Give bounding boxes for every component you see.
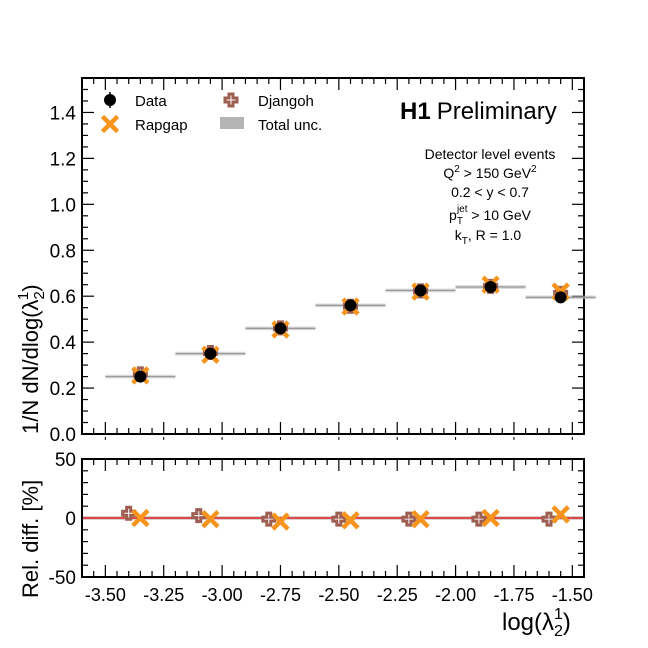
cuts-line-2: Q2 > 150 GeV2	[443, 164, 537, 181]
main-ytick-label: 0.8	[50, 241, 76, 262]
main-ytick-label: 0.2	[50, 379, 76, 400]
xtick-label: -2.50	[318, 585, 359, 605]
main-ytick-label: 1.2	[50, 149, 76, 170]
cuts-text: Detector level events Q2 > 150 GeV2 0.2 …	[425, 146, 556, 247]
ratio-rapgap-point	[341, 511, 360, 530]
xtick-label: -1.50	[552, 585, 593, 605]
data-point	[204, 347, 217, 360]
xtick-label: -2.00	[435, 585, 476, 605]
ratio-ytick-label: 50	[55, 450, 76, 471]
data-point	[414, 284, 427, 297]
ratio-djangoh-point	[401, 511, 417, 527]
ratio-ytick-labels: -50 0 50	[49, 450, 76, 589]
ratio-axis-ticks	[81, 458, 585, 578]
ratio-djangoh-point	[261, 511, 277, 527]
ratio-ytick-label: -50	[49, 568, 76, 589]
ratio-markers	[121, 505, 570, 531]
ratio-djangoh-point	[331, 511, 347, 527]
main-ytick-label: 0.4	[50, 333, 77, 354]
legend-data-marker	[104, 92, 116, 108]
cuts-line-1: Detector level events	[425, 146, 556, 162]
ratio-djangoh-point	[541, 511, 557, 527]
xtick-label: -3.25	[143, 585, 184, 605]
data-point	[274, 322, 287, 335]
ratio-rapgap-point	[551, 505, 570, 524]
ratio-djangoh-point	[191, 508, 207, 524]
ratio-rapgap-point	[481, 508, 500, 528]
main-markers	[131, 275, 570, 385]
data-point	[484, 281, 497, 294]
main-ytick-label: 0.0	[50, 425, 76, 446]
ratio-ylabel: Rel. diff. [%]	[18, 480, 43, 598]
legend-unc-label: Total unc.	[258, 117, 322, 134]
ratio-rapgap-point	[201, 509, 220, 529]
cuts-line-5: kT, R = 1.0	[455, 227, 522, 247]
data-point	[344, 299, 357, 312]
data-point	[554, 291, 567, 304]
ratio-djangoh-point	[121, 505, 137, 521]
legend-djangoh-marker	[223, 92, 239, 108]
ratio-rapgap-point	[411, 509, 430, 529]
legend-djangoh-label: Djangoh	[258, 93, 314, 110]
main-ylabel: 1/N dN/dlog(λ21)	[15, 284, 48, 434]
legend-rapgap-label: Rapgap	[135, 117, 188, 134]
data-point	[134, 370, 147, 383]
cuts-line-4: pTjet > 10 GeV	[449, 204, 532, 227]
main-ytick-label: 1.4	[50, 103, 77, 124]
legend: Data Rapgap Djangoh Total unc.	[100, 92, 322, 134]
xtick-label: -1.75	[493, 585, 534, 605]
xtick-label: -3.50	[85, 585, 126, 605]
main-ytick-label: 0.6	[50, 287, 76, 308]
ratio-rapgap-point	[131, 508, 150, 528]
main-axis-ticks	[81, 77, 585, 440]
xtick-label: -2.25	[377, 585, 418, 605]
main-panel-frame	[81, 77, 585, 435]
xtick-label: -2.75	[260, 585, 301, 605]
main-ytick-labels: 0.0 0.2 0.4 0.6 0.8 1.0 1.2 1.4	[50, 103, 77, 446]
ratio-djangoh-point	[471, 511, 487, 527]
ratio-rapgap-point	[271, 512, 290, 531]
xtick-label: -3.00	[202, 585, 243, 605]
ratio-ytick-label: 0	[65, 509, 76, 530]
xtick-labels: -3.50 -3.25 -3.00 -2.75 -2.50 -2.25 -2.00 -1.75…	[85, 585, 593, 605]
legend-rapgap-marker	[100, 114, 120, 134]
legend-unc-swatch	[220, 117, 244, 129]
cuts-line-3: 0.2 < y < 0.7	[451, 184, 529, 200]
experiment-label: H1 Preliminary	[400, 98, 557, 125]
main-ytick-label: 1.0	[50, 195, 76, 216]
xlabel: log(λ21)	[502, 606, 571, 640]
legend-data-label: Data	[135, 93, 167, 110]
